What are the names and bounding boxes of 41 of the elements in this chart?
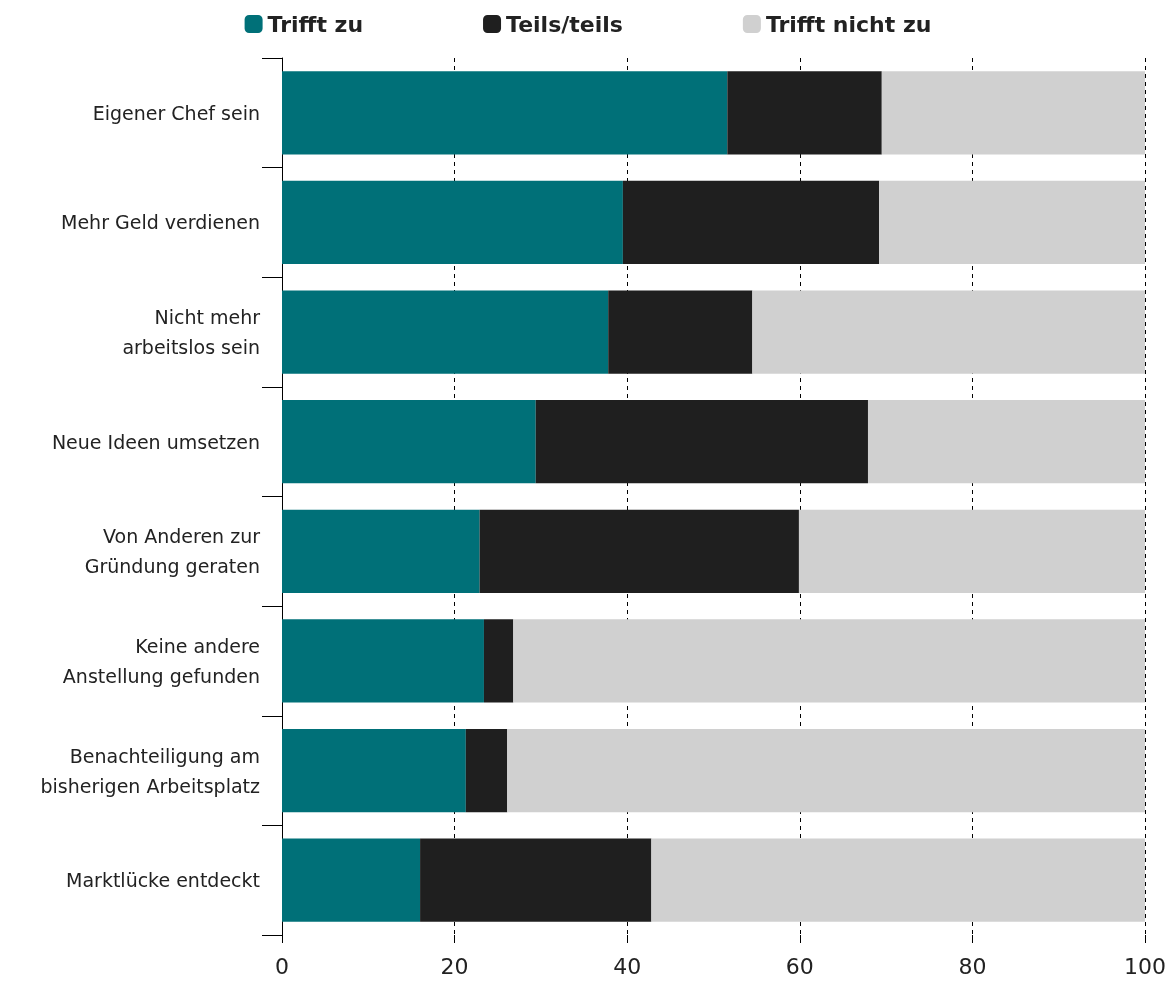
x-tick-label: 40 [613, 953, 642, 979]
y-tick-label: Von Anderen zur Gründung geraten [84, 525, 261, 578]
bar [622, 180, 880, 265]
y-tick-label: Neue Ideen umsetzen [51, 430, 260, 453]
bar [282, 71, 728, 155]
legend-label: Teils/teils [506, 11, 623, 37]
x-tick-label: 60 [785, 953, 814, 979]
y-tick-label: Marktlücke entdeckt [66, 869, 260, 892]
bar [879, 180, 1145, 265]
x-tick-label: 100 [1124, 953, 1166, 979]
bar [881, 71, 1145, 155]
y-tick-label: Eigener Chef sein [92, 101, 260, 124]
x-tick-label: 80 [958, 953, 987, 979]
bar [608, 290, 753, 374]
x-tick-label: 20 [440, 953, 469, 979]
bar [282, 619, 484, 703]
bar [420, 838, 652, 922]
bar [282, 400, 536, 484]
bar [465, 728, 508, 813]
bar [513, 619, 1145, 703]
bar [535, 400, 868, 484]
bar [867, 400, 1145, 484]
y-tick-label: Keine andere Anstellung gefunden [62, 634, 260, 687]
bar [507, 728, 1145, 813]
bar [282, 728, 466, 813]
bar [282, 838, 421, 922]
bar [282, 509, 480, 593]
bar [282, 180, 623, 265]
bar [479, 509, 799, 593]
bar [727, 71, 882, 155]
y-tick-label: Nicht mehr arbeitslos sein [122, 306, 261, 359]
legend-label: Trifft zu [267, 11, 364, 37]
y-tick-label: Mehr Geld verdienen [61, 211, 260, 234]
bar [651, 838, 1145, 922]
x-tick-label: 0 [275, 953, 289, 979]
legend-label: Trifft nicht zu [765, 11, 932, 37]
bar [752, 290, 1145, 374]
bar [483, 619, 514, 703]
y-tick-label: Benachteiligung am bisherigen Arbeitsplatz [40, 744, 261, 797]
bar [798, 509, 1145, 593]
bar [282, 290, 609, 374]
